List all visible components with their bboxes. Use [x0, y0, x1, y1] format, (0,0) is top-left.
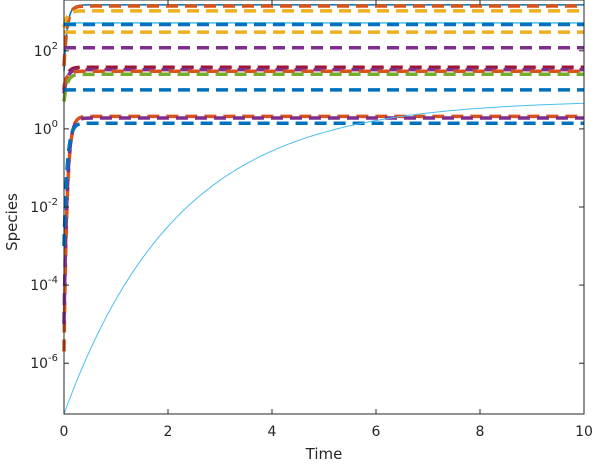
y-tick-label-5: 102 — [34, 41, 58, 60]
series-layer — [62, 4, 585, 415]
series-line-8 — [62, 65, 584, 92]
series-line-3 — [62, 9, 584, 29]
series-line-16 — [63, 102, 585, 415]
x-tick-label-1: 0 — [60, 424, 69, 440]
y-tick-label-3: 10-2 — [30, 197, 58, 216]
x-tick-label-5: 8 — [476, 424, 485, 440]
y-axis-label: Species — [3, 193, 21, 251]
y-tick-label-4: 100 — [34, 119, 58, 138]
tick-layer: 0 2 4 6 8 10 10-6 10-4 10-2 100 102 — [30, 0, 593, 440]
x-tick-label-3: 4 — [268, 424, 277, 440]
x-tick-label-6: 10 — [575, 424, 593, 440]
series-line-10 — [62, 69, 584, 89]
x-tick-label-4: 6 — [372, 424, 381, 440]
series-line-14 — [62, 116, 584, 325]
plot-background — [64, 0, 584, 414]
y-tick-label-1: 10-6 — [30, 353, 58, 372]
y-tick-label-2: 10-4 — [30, 275, 58, 294]
x-tick-label-2: 2 — [164, 424, 173, 440]
x-axis-label: Time — [305, 445, 343, 463]
series-line-2 — [62, 4, 584, 67]
series-line-15 — [62, 121, 584, 247]
series-line-11 — [62, 72, 584, 103]
